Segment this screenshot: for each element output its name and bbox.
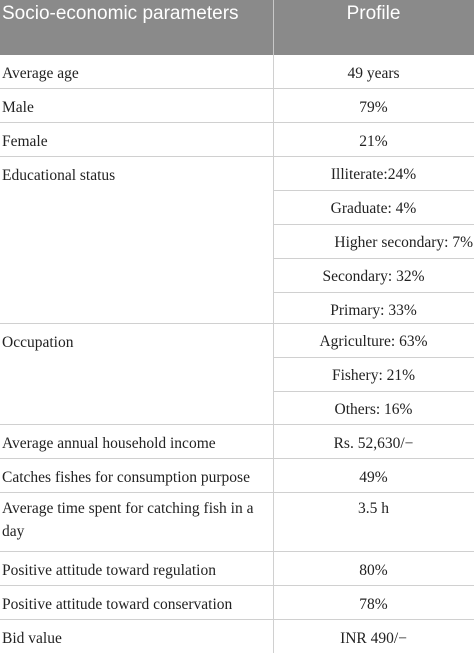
row-value: 79%: [359, 99, 388, 116]
row-value: Fishery: 21%: [331, 367, 416, 384]
table-row: Average age 49 years: [0, 55, 474, 89]
row-label: Bid value: [2, 630, 62, 647]
row-value: Illiterate:24%: [330, 166, 417, 183]
sub-cell: Secondary: 32%: [273, 259, 474, 293]
row-label: Average age: [2, 65, 79, 82]
table-row: Positive attitude toward conservation 78…: [0, 586, 474, 620]
row-value: Graduate: 4%: [330, 200, 417, 217]
row-label: Average time spent for catching fish in …: [2, 500, 254, 540]
column-divider: [273, 55, 274, 653]
row-value: Higher secondary: 7%: [334, 234, 473, 251]
table-row: Average time spent for catching fish in …: [0, 493, 474, 552]
row-label: Educational status: [2, 167, 116, 184]
table-row: Female 21%: [0, 123, 474, 157]
sub-cell: Fishery: 21%: [273, 358, 474, 392]
row-label: Positive attitude toward conservation: [2, 596, 233, 613]
row-value: 21%: [359, 133, 388, 150]
row-value: INR 490/−: [340, 630, 407, 647]
table-row: Catches fishes for consumption purpose 4…: [0, 459, 474, 493]
sub-cell: Higher secondary: 7%: [273, 225, 474, 259]
row-value: 3.5 h: [358, 500, 389, 517]
row-label: Male: [2, 99, 34, 116]
row-label: Catches fishes for consumption purpose: [2, 469, 250, 486]
row-value: Others: 16%: [334, 401, 413, 418]
table-row-occupation: Occupation Agriculture: 63% Fishery: 21%…: [0, 324, 474, 425]
table-header: Socio-economic parameters Profile: [0, 0, 474, 55]
sub-cell: Agriculture: 63%: [273, 324, 474, 358]
table-row: Positive attitude toward regulation 80%: [0, 552, 474, 586]
sub-cell: Others: 16%: [273, 392, 474, 425]
sub-cell: Primary: 33%: [273, 293, 474, 326]
sub-cell: Illiterate:24%: [273, 157, 474, 191]
header-divider: [273, 0, 274, 55]
table-row-education: Educational status Illiterate:24% Gradua…: [0, 157, 474, 324]
row-label: Positive attitude toward regulation: [2, 562, 216, 579]
row-value: 49 years: [347, 65, 400, 82]
row-value: 78%: [359, 596, 388, 613]
row-label: Average annual household income: [2, 435, 216, 452]
table-row: Bid value INR 490/−: [0, 620, 474, 653]
row-value: Primary: 33%: [330, 302, 417, 319]
sub-cell: Graduate: 4%: [273, 191, 474, 225]
row-label: Occupation: [2, 334, 74, 351]
row-value: 80%: [359, 562, 388, 579]
row-value: 49%: [359, 469, 388, 486]
header-parameters: Socio-economic parameters: [2, 3, 239, 24]
header-profile: Profile: [346, 3, 401, 24]
row-value: Agriculture: 63%: [319, 333, 428, 350]
row-value: Secondary: 32%: [322, 268, 425, 285]
table-row: Male 79%: [0, 89, 474, 123]
row-label: Female: [2, 133, 48, 150]
row-value: Rs. 52,630/−: [333, 435, 414, 452]
table-row: Average annual household income Rs. 52,6…: [0, 425, 474, 459]
